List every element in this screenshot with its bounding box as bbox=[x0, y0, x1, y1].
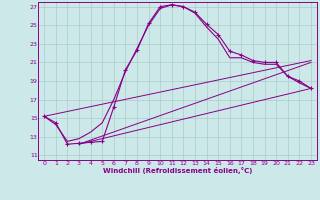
X-axis label: Windchill (Refroidissement éolien,°C): Windchill (Refroidissement éolien,°C) bbox=[103, 167, 252, 174]
